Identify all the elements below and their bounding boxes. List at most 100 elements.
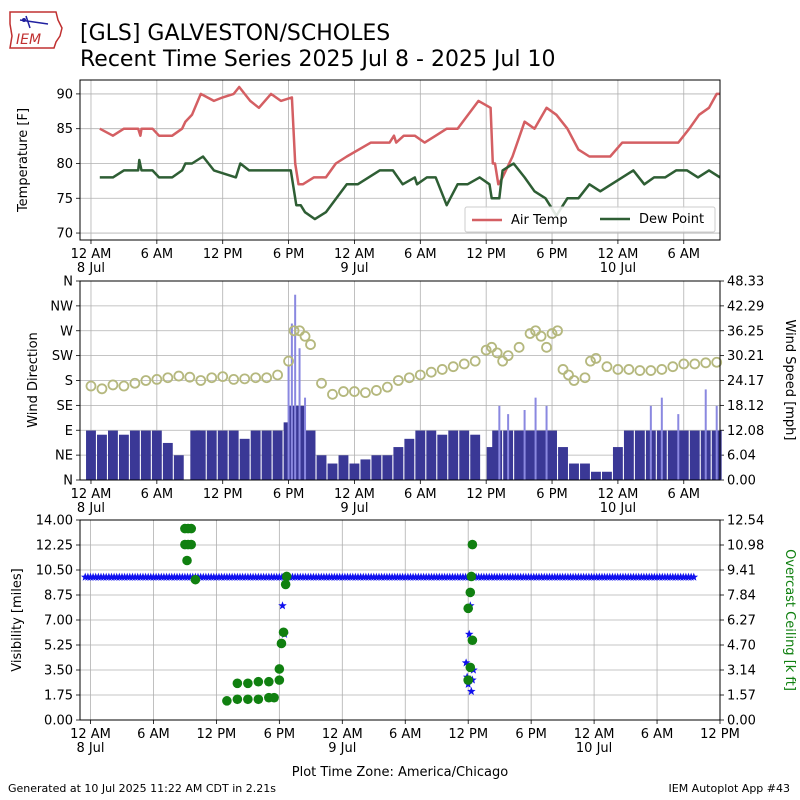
ceiling-tick-label: 10.98 <box>727 539 764 554</box>
ceiling-point <box>465 587 476 598</box>
x-tick-label: 6 AM <box>137 727 170 742</box>
visibility-tick-label: 7.00 <box>44 614 73 629</box>
wind-direction-point <box>250 372 262 384</box>
x-tick-label: 6 AM <box>404 487 437 502</box>
ceiling-tick-label: 6.27 <box>727 614 756 629</box>
direction-tick-label: W <box>60 324 73 339</box>
wind-direction-point <box>381 381 393 393</box>
ceiling-point <box>243 678 253 689</box>
wind-gust-bar <box>304 397 307 480</box>
ceiling-tick-label: 12.54 <box>727 514 764 529</box>
ceiling-tick-label: 4.70 <box>727 639 756 654</box>
wind-gust-bar <box>290 323 293 480</box>
x-tick-label: 6 AM <box>668 247 701 262</box>
x-tick-label: 6 PM <box>273 247 304 262</box>
wind-speed-bar <box>162 442 173 480</box>
ceiling-point <box>278 627 289 638</box>
x-tick-label: 12 PM <box>448 727 488 742</box>
x-tick-label: 6 PM <box>536 247 567 262</box>
wind-speed-bar <box>525 430 536 480</box>
wind-speed-bar <box>289 405 300 480</box>
wind-direction-point <box>656 364 668 375</box>
ceiling-point <box>243 694 253 705</box>
logo-dot-icon <box>22 18 26 22</box>
wind-direction-point <box>557 364 569 375</box>
x-tick-label: 12 AM <box>598 247 639 262</box>
visibility-point <box>689 572 699 581</box>
wind-direction-point <box>546 328 558 339</box>
legend-air-temp-label: Air Temp <box>511 213 568 228</box>
wind-speed-bar <box>195 430 206 480</box>
wind-direction-point <box>568 375 580 386</box>
wind-gust-bar <box>704 389 707 480</box>
x-tick-label: 6 PM <box>536 487 567 502</box>
visibility-tick-label: 14.00 <box>36 514 73 529</box>
wind-direction-point <box>392 375 404 386</box>
wind-speed-bar <box>371 455 382 480</box>
wind-direction-point <box>513 341 525 353</box>
direction-tick-label: N <box>63 474 73 489</box>
wind-speed-bar <box>338 455 349 480</box>
wind-direction-point <box>140 375 152 386</box>
wind-direction-point <box>469 355 481 367</box>
wind-speed-bar <box>118 434 129 480</box>
wind-direction-point <box>206 372 218 384</box>
wind-speed-ylabel: Wind Speed [mph] <box>782 320 797 441</box>
x-tick-label: 12 AM <box>322 727 363 742</box>
wind-speed-bar <box>459 430 470 480</box>
wind-speed-bar <box>426 430 437 480</box>
wind-direction-point <box>107 379 119 391</box>
visibility-ylabel: Visibility [miles] <box>10 568 25 671</box>
wind-speed-bar <box>558 447 568 480</box>
wind-speed-bar <box>415 430 426 480</box>
wind-direction-point <box>288 325 300 337</box>
y-tick-label: 70 <box>56 227 73 242</box>
x-tick-label: 12 PM <box>203 487 243 502</box>
temperature-ylabel: Temperature [F] <box>16 108 31 213</box>
ceiling-point <box>182 555 192 566</box>
wind-direction-point <box>299 330 311 342</box>
x-tick-label: 12 AM <box>574 727 615 742</box>
wind-gust-bar <box>523 410 526 480</box>
x-tick-label: 6 AM <box>404 247 437 262</box>
x-tick-date-label: 10 Jul <box>600 261 636 276</box>
plot-border <box>79 280 721 481</box>
ceiling-tick-label: 0.00 <box>727 714 756 729</box>
ceiling-tick-label: 1.57 <box>727 689 756 704</box>
ceiling-tick-label: 9.41 <box>727 564 756 579</box>
wind-speed-bar <box>689 430 700 480</box>
wind-direction-point <box>585 355 596 367</box>
x-tick-date-label: 9 Jul <box>340 261 368 276</box>
wind-direction-point <box>261 372 273 384</box>
iowa-outline-icon <box>9 11 63 49</box>
x-tick-date-label: 10 Jul <box>600 501 636 516</box>
wind-speed-bar <box>492 430 503 480</box>
wind-speed-bar <box>486 447 497 480</box>
wind-direction-point <box>239 373 251 385</box>
visibility-tick-label: 8.75 <box>44 589 73 604</box>
wind-direction-point <box>480 344 492 356</box>
wind-direction-point <box>436 364 448 375</box>
wind-direction-point <box>414 369 426 381</box>
ceiling-point <box>186 523 197 534</box>
wind-speed-bar <box>569 463 579 480</box>
wind-direction-point <box>162 372 174 384</box>
wind-speed-bar <box>470 434 481 480</box>
x-tick-label: 12 PM <box>700 727 740 742</box>
x-tick-label: 6 AM <box>389 727 422 742</box>
wind-speed-bar <box>151 430 162 480</box>
speed-tick-label: 42.29 <box>727 299 764 314</box>
wind-direction-point <box>151 373 163 385</box>
direction-tick-label: N <box>63 275 73 290</box>
ceiling-point <box>190 574 201 585</box>
x-tick-date-label: 10 Jul <box>576 741 612 756</box>
ceiling-point <box>274 664 285 674</box>
wind-speed-bar <box>536 430 547 480</box>
speed-tick-label: 24.17 <box>727 374 764 389</box>
x-tick-label: 6 AM <box>668 487 701 502</box>
wind-direction-point <box>283 355 294 367</box>
wind-gust-bar <box>649 405 652 480</box>
y-tick-label: 80 <box>56 157 73 172</box>
